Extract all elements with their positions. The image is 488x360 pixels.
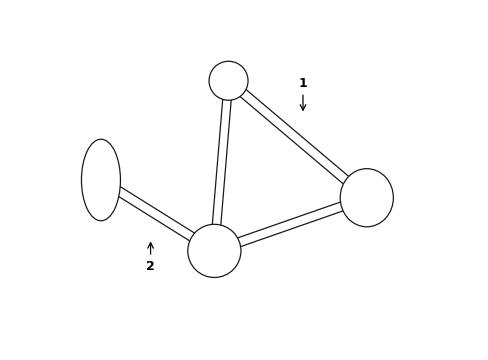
Ellipse shape <box>340 168 392 227</box>
Ellipse shape <box>209 61 247 100</box>
Text: 1: 1 <box>298 77 307 110</box>
Ellipse shape <box>81 139 120 221</box>
Ellipse shape <box>187 224 241 278</box>
Text: 2: 2 <box>146 243 155 273</box>
